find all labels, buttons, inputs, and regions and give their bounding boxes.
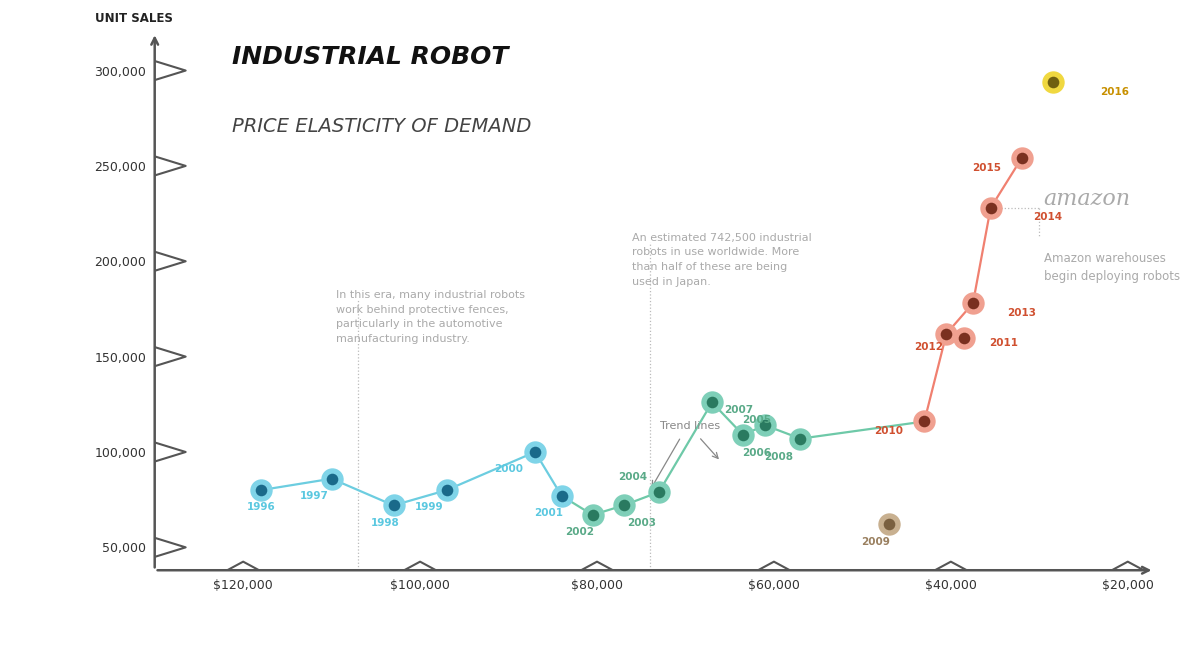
Text: 2005: 2005 bbox=[741, 415, 771, 424]
Point bbox=[879, 519, 898, 529]
Point bbox=[526, 447, 545, 457]
Point bbox=[756, 420, 775, 430]
Point bbox=[437, 485, 456, 495]
Point bbox=[251, 485, 270, 495]
Point bbox=[981, 203, 1000, 213]
Text: 2010: 2010 bbox=[875, 426, 903, 436]
Point bbox=[614, 500, 633, 511]
Text: An estimated 742,500 industrial
robots in use worldwide. More
than half of these: An estimated 742,500 industrial robots i… bbox=[632, 233, 812, 287]
Point bbox=[650, 487, 669, 497]
Point bbox=[702, 397, 721, 408]
Point bbox=[1044, 77, 1063, 87]
Text: 2006: 2006 bbox=[741, 448, 771, 458]
Point bbox=[702, 397, 721, 408]
Point bbox=[791, 434, 810, 444]
Text: 1998: 1998 bbox=[370, 518, 399, 527]
Point bbox=[583, 510, 602, 520]
Text: 2009: 2009 bbox=[862, 537, 890, 547]
Text: 2007: 2007 bbox=[724, 405, 753, 415]
Text: 2004: 2004 bbox=[618, 472, 647, 481]
Text: In this era, many industrial robots
work behind protective fences,
particularly : In this era, many industrial robots work… bbox=[336, 290, 525, 344]
Text: Trend lines: Trend lines bbox=[659, 421, 720, 431]
Point bbox=[552, 491, 571, 501]
Point bbox=[552, 491, 571, 501]
Text: PRICE ELASTICITY OF DEMAND: PRICE ELASTICITY OF DEMAND bbox=[232, 117, 532, 135]
Text: 2000: 2000 bbox=[494, 464, 524, 474]
Text: 2008: 2008 bbox=[764, 452, 793, 462]
Text: 2013: 2013 bbox=[1007, 308, 1036, 318]
Point bbox=[733, 430, 752, 440]
Point bbox=[614, 500, 633, 511]
Point bbox=[1012, 153, 1031, 163]
Text: 1999: 1999 bbox=[414, 502, 443, 513]
Point bbox=[1044, 77, 1063, 87]
Point bbox=[384, 500, 403, 511]
Point bbox=[981, 203, 1000, 213]
Point bbox=[937, 329, 956, 339]
Point bbox=[322, 474, 342, 484]
Text: INDUSTRIAL ROBOT: INDUSTRIAL ROBOT bbox=[232, 45, 508, 69]
Text: 2011: 2011 bbox=[989, 338, 1019, 348]
Text: 1997: 1997 bbox=[300, 491, 328, 501]
Point bbox=[384, 500, 403, 511]
Text: 2015: 2015 bbox=[972, 163, 1001, 173]
Point bbox=[791, 434, 810, 444]
Point bbox=[322, 474, 342, 484]
Point bbox=[251, 485, 270, 495]
Point bbox=[526, 447, 545, 457]
Text: Amazon warehouses
begin deploying robots: Amazon warehouses begin deploying robots bbox=[1044, 251, 1179, 283]
Point bbox=[915, 416, 934, 426]
Point bbox=[915, 416, 934, 426]
Point bbox=[964, 298, 983, 308]
Text: 2014: 2014 bbox=[1034, 213, 1063, 222]
Text: amazon: amazon bbox=[1044, 188, 1130, 210]
Point bbox=[437, 485, 456, 495]
Text: 2012: 2012 bbox=[914, 342, 944, 352]
Text: 2016: 2016 bbox=[1100, 87, 1129, 97]
Point bbox=[879, 519, 898, 529]
Point bbox=[583, 510, 602, 520]
Text: 2003: 2003 bbox=[627, 518, 656, 527]
Point bbox=[954, 332, 973, 343]
Text: 1996: 1996 bbox=[246, 502, 275, 513]
Text: 2001: 2001 bbox=[534, 508, 563, 518]
Text: 2002: 2002 bbox=[565, 527, 594, 537]
Point bbox=[954, 332, 973, 343]
Text: UNIT SALES: UNIT SALES bbox=[94, 12, 173, 25]
Point bbox=[1012, 153, 1031, 163]
Point bbox=[937, 329, 956, 339]
Point bbox=[650, 487, 669, 497]
Point bbox=[733, 430, 752, 440]
Point bbox=[964, 298, 983, 308]
Point bbox=[756, 420, 775, 430]
